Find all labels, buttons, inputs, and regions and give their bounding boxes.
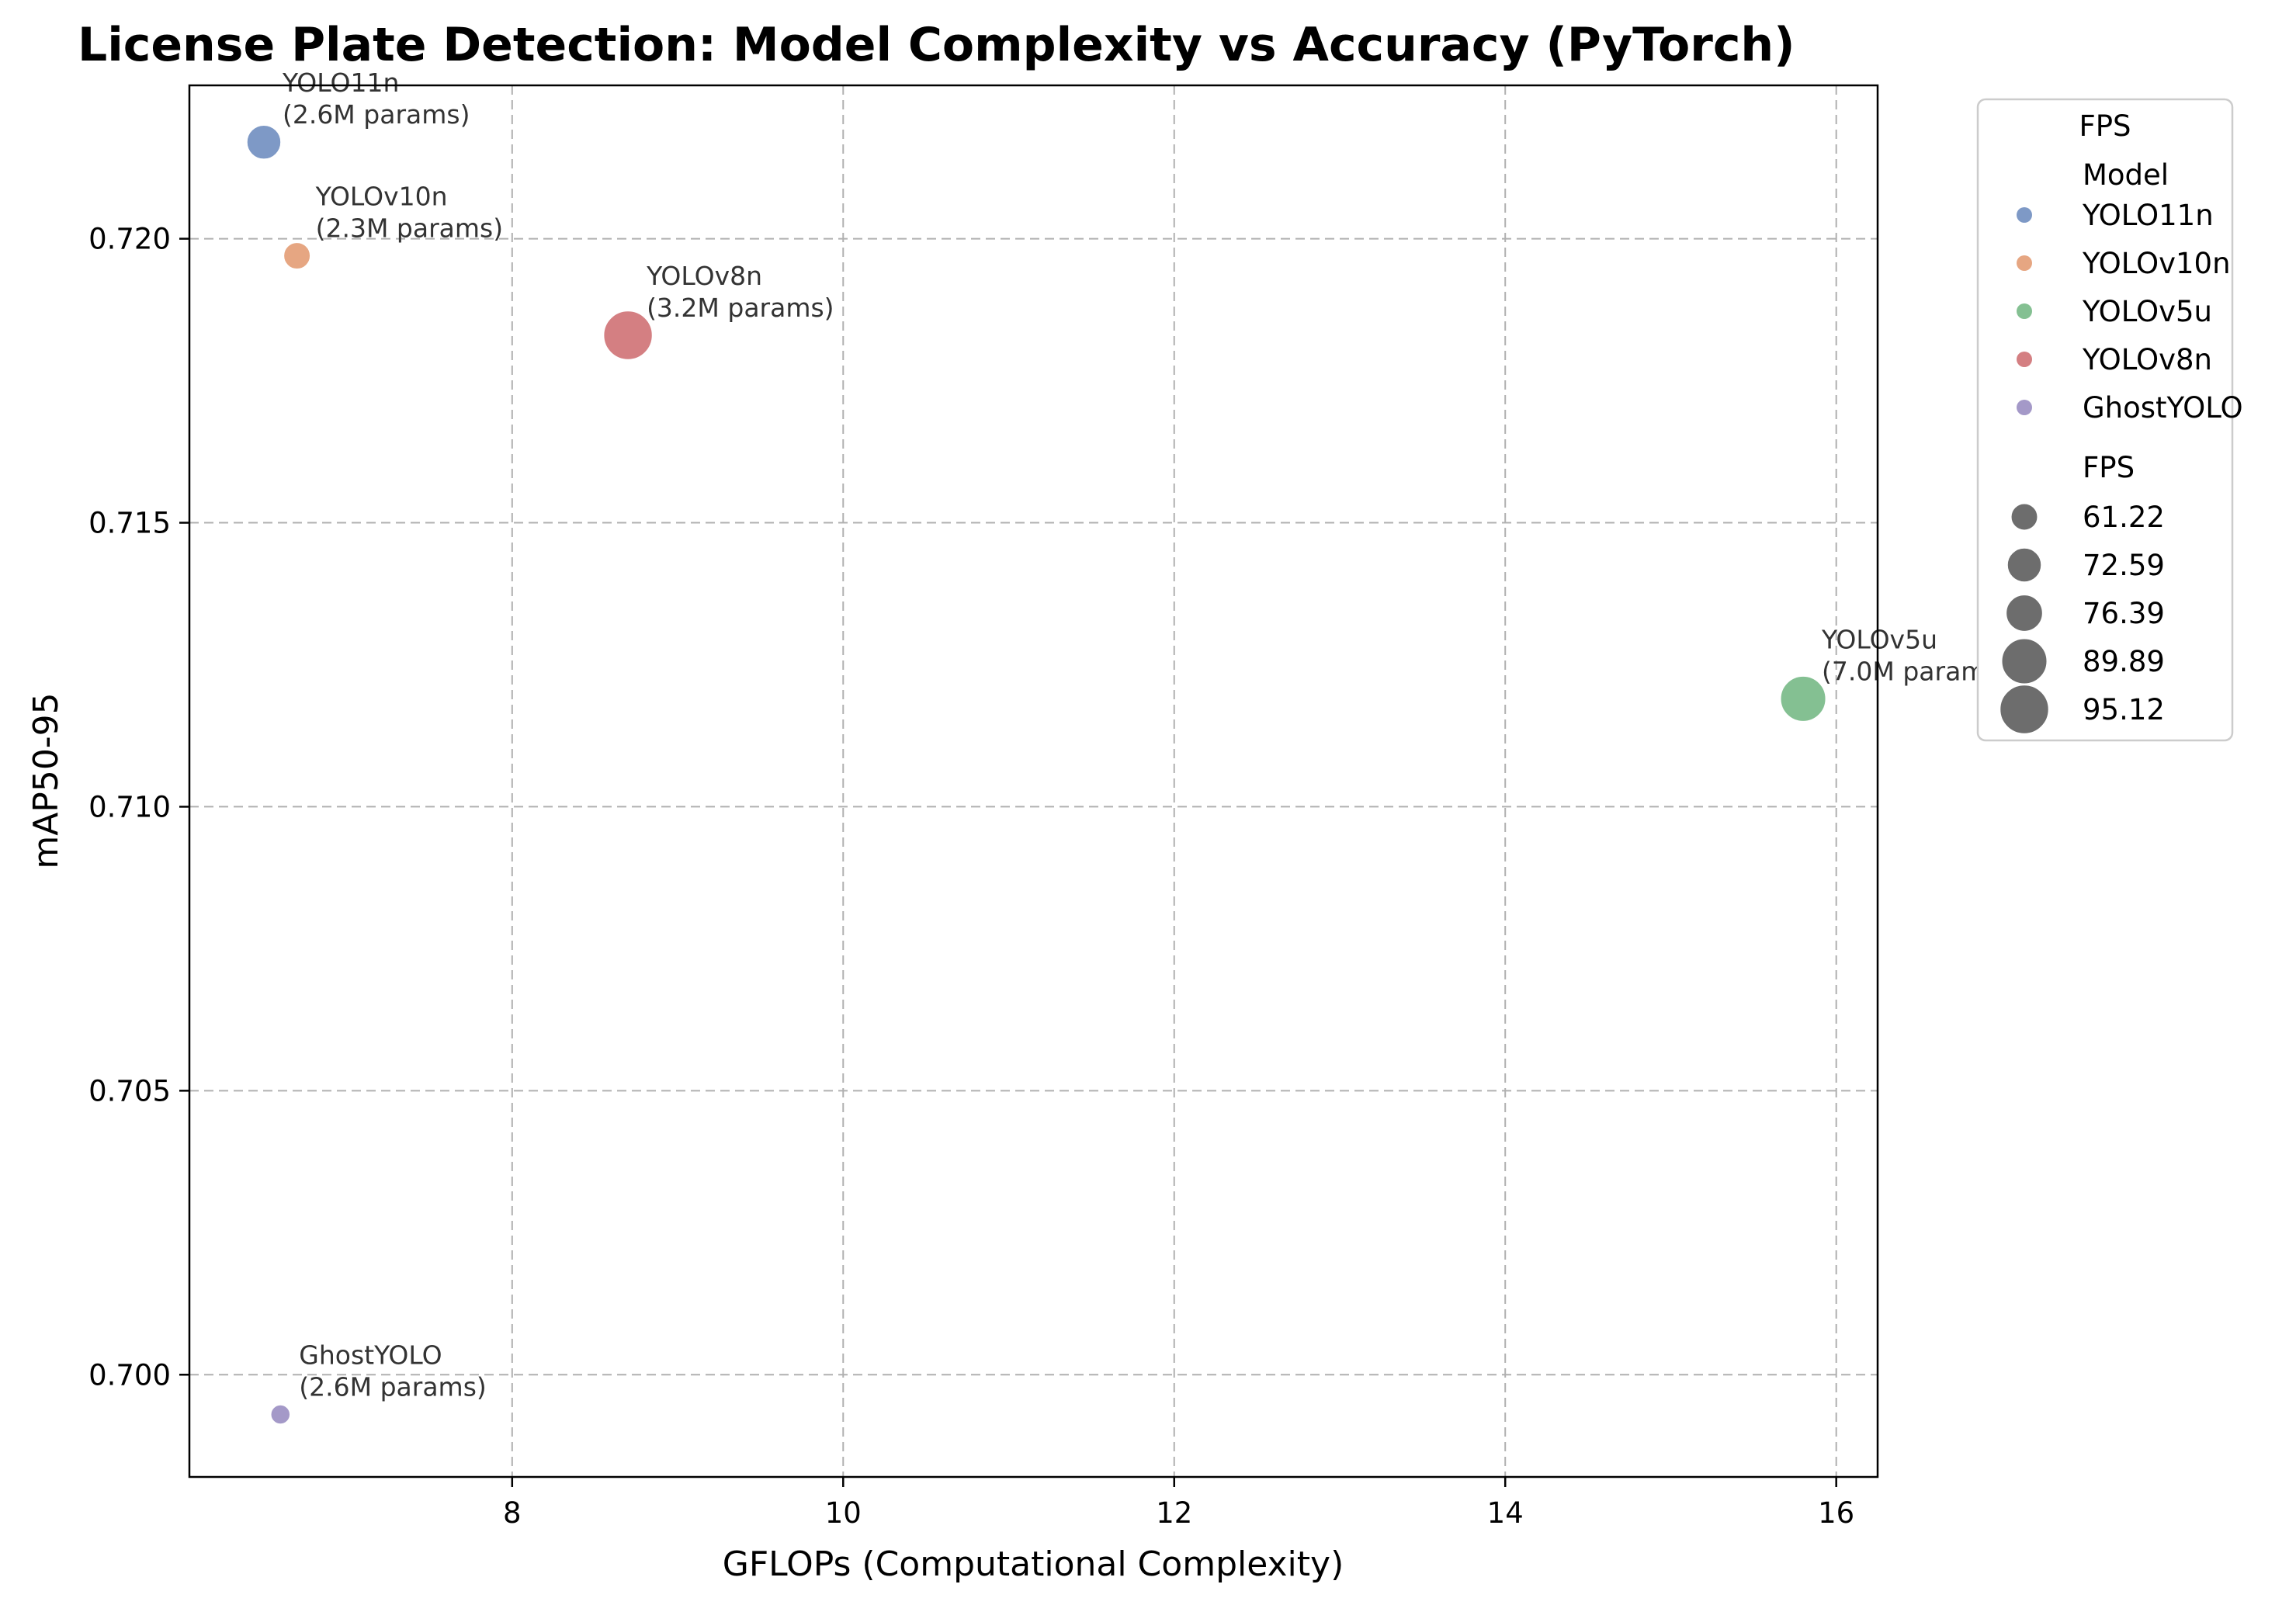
data-point-yolo11n: [245, 123, 283, 161]
point-label-params: (3.2M params): [647, 293, 834, 323]
legend-label-fps: 72.59: [2083, 549, 2165, 582]
x-axis-label: GFLOPs (Computational Complexity): [723, 1544, 1344, 1584]
legend-marker-fps: [2006, 546, 2043, 584]
legend-label-fps: 89.89: [2083, 645, 2165, 678]
x-axis-ticks: 8 10 12 14 16: [503, 1477, 1854, 1530]
legend-title: FPS: [2079, 109, 2131, 143]
legend-marker-fps: [2004, 593, 2045, 633]
data-point-yolov10n: [282, 241, 312, 271]
data-point-yolov5u: [1779, 674, 1828, 723]
point-label-params: (2.6M params): [299, 1371, 487, 1402]
x-tick-label: 12: [1156, 1496, 1192, 1530]
legend-model-entries: YOLO11n YOLOv10n YOLOv5u YOLOv8n GhostYOLO: [2017, 199, 2243, 425]
point-label-params: (2.6M params): [283, 99, 470, 130]
x-tick-label: 14: [1487, 1496, 1524, 1530]
y-tick-label: 0.715: [88, 507, 171, 540]
point-label-model: GhostYOLO: [299, 1340, 442, 1370]
point-annotations: YOLO11n(2.6M params)YOLOv10n(2.3M params…: [282, 68, 2010, 1402]
legend-size-header: FPS: [2083, 451, 2135, 484]
legend-fps-entries: 61.22 72.59 76.39 89.89 95.12: [1998, 501, 2165, 736]
legend: FPS Model YOLO11n YOLOv10n YOLOv5u YOLOv8n G…: [1976, 98, 2243, 742]
legend-frame: [1976, 98, 2234, 742]
y-tick-label: 0.705: [88, 1074, 171, 1108]
legend-marker-model: [2017, 207, 2032, 223]
point-label-model: YOLOv5u: [1821, 624, 1937, 654]
point-label-model: YOLO11n: [282, 68, 399, 98]
x-tick-label: 16: [1818, 1496, 1854, 1530]
point-label-params: (2.3M params): [316, 213, 503, 244]
x-tick-label: 10: [825, 1496, 862, 1530]
plot-area-frame: [188, 84, 1879, 1478]
y-tick-label: 0.700: [88, 1358, 171, 1392]
y-axis-ticks: 0.700 0.705 0.710 0.715 0.720: [88, 223, 189, 1392]
legend-marker-model: [2017, 255, 2032, 271]
data-point-ghostyolo: [269, 1403, 292, 1426]
legend-marker-fps: [1998, 683, 2051, 736]
legend-label-fps: 76.39: [2083, 597, 2165, 630]
chart-title: License Plate Detection: Model Complexit…: [78, 18, 1795, 72]
legend-marker-model: [2017, 400, 2032, 415]
y-axis-label: mAP50-95: [26, 692, 66, 868]
legend-label-model: YOLO11n: [2082, 199, 2214, 232]
legend-label-fps: 95.12: [2083, 693, 2165, 726]
legend-label-model: YOLOv10n: [2082, 247, 2231, 280]
legend-marker-model: [2017, 303, 2032, 319]
legend-label-model: GhostYOLO: [2083, 391, 2243, 425]
grid-lines: [189, 85, 1878, 1477]
legend-hue-header: Model: [2083, 158, 2169, 192]
x-tick-label: 8: [503, 1496, 522, 1530]
legend-marker-fps: [1999, 636, 2049, 686]
legend-label-fps: 61.22: [2083, 501, 2165, 534]
data-points: [245, 123, 1828, 1426]
legend-label-model: YOLOv8n: [2082, 343, 2212, 376]
legend-label-model: YOLOv5u: [2082, 295, 2212, 328]
y-tick-label: 0.720: [88, 223, 171, 256]
point-label-model: YOLOv8n: [646, 261, 762, 291]
y-tick-label: 0.710: [88, 790, 171, 823]
data-point-yolov8n: [602, 309, 654, 362]
legend-marker-model: [2017, 352, 2032, 367]
point-label-model: YOLOv10n: [315, 182, 448, 212]
legend-marker-fps: [2010, 502, 2039, 532]
